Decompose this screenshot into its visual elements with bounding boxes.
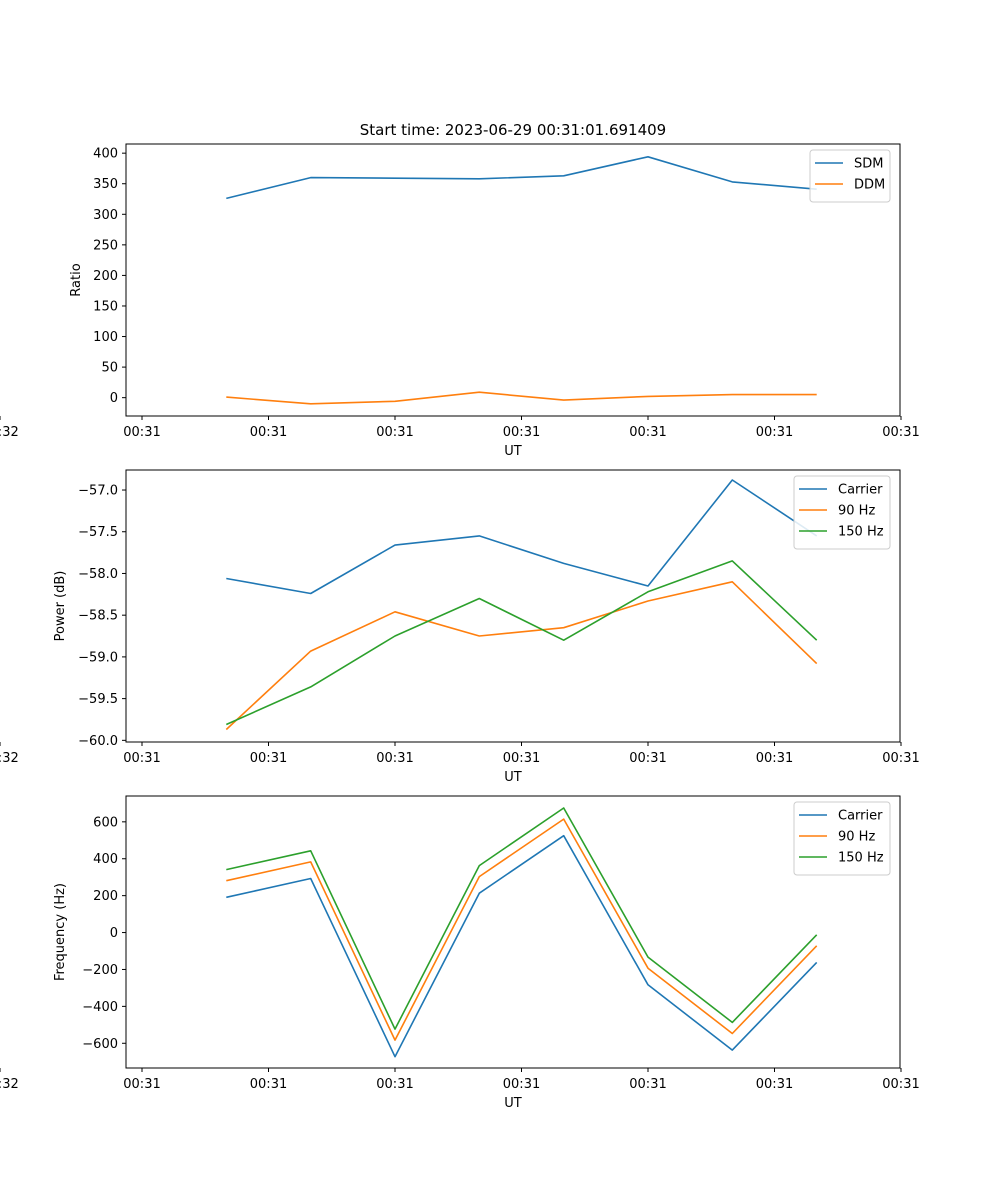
y-tick-label: 300 [93,208,118,223]
y-tick-label: 350 [93,177,118,192]
y-tick-label: −59.0 [78,650,118,665]
x-tick-label: 00:31 [376,425,413,440]
x-tick-label: 00:31 [123,425,160,440]
y-tick-label: 100 [93,330,118,345]
y-tick-label: 400 [93,147,118,162]
y-tick-label: 250 [93,238,118,253]
x-tick-label: 00:31 [756,425,793,440]
x-tick-label: 00:31 [503,751,540,766]
x-tick-label: 00:31 [250,1077,287,1092]
x-tick-label: 00:31 [376,751,413,766]
y-tick-label: −57.0 [78,484,118,499]
y-tick-label: −59.5 [78,692,118,707]
power-panel: 00:31 00:31 00:31 00:31 00:31 00:31 00:31 00:32… [0,469,920,785]
x-tick-label: 00:31 [882,751,919,766]
axes-frame [125,469,901,743]
y-tick-label: 200 [93,889,118,904]
x-axis-label: UT [504,770,522,785]
series-line-carrier [226,479,818,595]
x-tick-label: 00:31 [629,751,666,766]
figure-title: Start time: 2023-06-29 00:31:01.691409 [360,121,666,139]
y-tick-label: 150 [93,299,118,314]
y-tick-label: 50 [101,361,118,376]
x-tick-label: 00:32 [0,1077,19,1092]
y-tick-label: 0 [110,391,118,406]
x-tick-label: 00:31 [503,1077,540,1092]
frequency-panel: 00:31 00:31 00:31 00:31 00:31 00:31 00:31 00:32… [0,795,920,1111]
legend-label: Carrier [838,483,883,498]
x-tick-label: 00:31 [629,1077,666,1092]
ratio-panel: 00:31 00:31 00:31 00:31 00:31 00:31 00:31 00:32… [0,143,920,459]
x-tick-label: 00:31 [250,751,287,766]
x-tick-label: 00:31 [882,1077,919,1092]
axes-frame [125,795,901,1069]
legend-label: Carrier [838,809,883,824]
legend-label: 150 Hz [838,525,884,540]
y-tick-label: 400 [93,852,118,867]
x-tick-label: 00:31 [250,425,287,440]
series-line-carrier [226,834,818,1058]
x-tick-label: 00:31 [756,1077,793,1092]
y-axis-label: Ratio [69,263,84,296]
series-line-ddm [226,391,817,405]
y-tick-label: −57.5 [78,525,118,540]
x-tick-label: 00:31 [882,425,919,440]
x-axis-label: UT [504,1096,522,1111]
y-tick-label: −600 [82,1037,118,1052]
y-tick-label: −200 [82,963,118,978]
x-tick-label: 00:31 [123,751,160,766]
series-line-90-hz [226,818,818,1041]
x-tick-label: 00:31 [123,1077,160,1092]
x-tick-label: 00:31 [756,751,793,766]
series-line-90-hz [225,580,818,731]
x-tick-label: 00:32 [0,751,19,766]
y-tick-label: −60.0 [78,734,118,749]
legend-label: 90 Hz [838,830,875,845]
series-line-150-hz [225,560,818,726]
x-tick-label: 00:31 [503,425,540,440]
legend-label: DDM [854,178,885,193]
x-tick-label: 00:31 [376,1077,413,1092]
y-tick-label: 600 [93,815,118,830]
legend-label: 90 Hz [838,504,875,519]
x-tick-label: 00:32 [0,425,19,440]
y-tick-label: −58.5 [78,609,118,624]
y-axis-label: Power (dB) [53,571,68,642]
y-tick-label: 0 [110,926,118,941]
y-tick-label: −58.0 [78,567,118,582]
series-line-150-hz [226,807,818,1030]
axes-frame [125,143,901,417]
y-axis-label: Frequency (Hz) [53,883,68,981]
legend-label: SDM [854,157,883,172]
x-axis-label: UT [504,444,522,459]
y-tick-label: 200 [93,269,118,284]
x-tick-label: 00:31 [629,425,666,440]
y-tick-label: −400 [82,1000,118,1015]
series-line-sdm [226,156,817,200]
legend-label: 150 Hz [838,851,884,866]
